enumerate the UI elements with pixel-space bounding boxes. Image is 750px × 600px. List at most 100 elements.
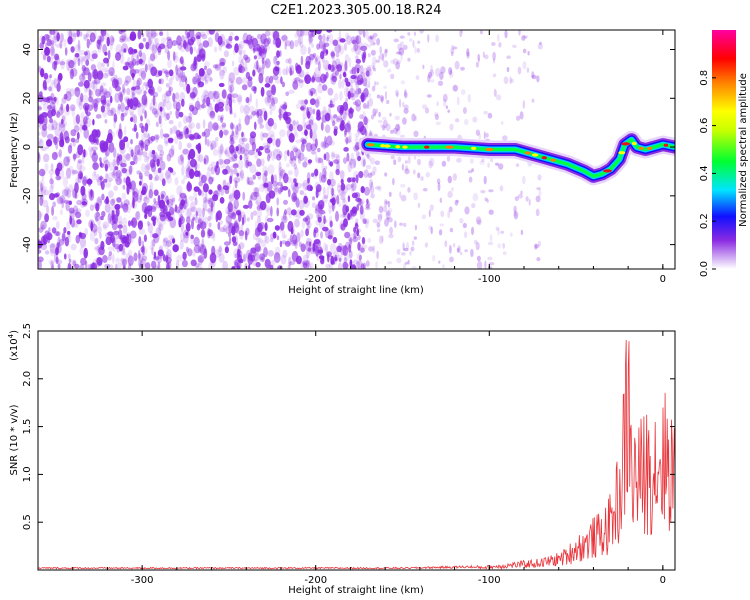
noise-blob bbox=[106, 102, 111, 112]
noise-blob bbox=[322, 140, 327, 150]
noise-blob bbox=[115, 44, 123, 55]
noise-blob-sparse bbox=[439, 197, 442, 203]
noise-blob bbox=[50, 180, 55, 189]
noise-blob bbox=[302, 30, 310, 36]
noise-blob bbox=[122, 203, 129, 213]
noise-blob bbox=[43, 153, 50, 163]
noise-blob bbox=[180, 154, 184, 162]
noise-blob bbox=[193, 76, 198, 85]
noise-blob bbox=[350, 92, 355, 98]
noise-blob bbox=[88, 89, 92, 98]
noise-blob bbox=[359, 200, 364, 207]
noise-blob bbox=[140, 253, 144, 263]
noise-blob bbox=[193, 132, 198, 140]
noise-blob bbox=[344, 130, 347, 138]
noise-blob-sparse bbox=[393, 159, 397, 166]
noise-blob bbox=[194, 197, 198, 206]
noise-blob bbox=[83, 34, 88, 42]
noise-blob bbox=[294, 32, 299, 39]
noise-blob bbox=[307, 177, 310, 184]
noise-blob-sparse bbox=[487, 241, 494, 246]
noise-blob-sparse bbox=[521, 35, 526, 41]
noise-blob bbox=[322, 106, 327, 116]
noise-blob-sparse bbox=[404, 89, 407, 98]
noise-blob bbox=[174, 92, 180, 100]
noise-blob bbox=[68, 200, 73, 206]
noise-blob bbox=[248, 264, 251, 269]
noise-blob bbox=[190, 259, 197, 267]
noise-blob bbox=[40, 224, 45, 230]
noise-blob bbox=[233, 205, 237, 216]
noise-blob bbox=[214, 64, 222, 71]
noise-blob bbox=[112, 132, 116, 138]
noise-blob bbox=[56, 196, 64, 205]
noise-blob-sparse bbox=[428, 160, 433, 169]
noise-blob bbox=[183, 115, 188, 124]
noise-blob bbox=[339, 219, 344, 227]
noise-blob bbox=[202, 207, 205, 218]
noise-blob bbox=[329, 100, 333, 108]
noise-blob bbox=[207, 167, 211, 172]
noise-blob bbox=[243, 54, 249, 61]
noise-blob bbox=[315, 156, 321, 164]
noise-blob bbox=[272, 180, 278, 187]
noise-blob bbox=[162, 204, 168, 215]
noise-blob bbox=[229, 104, 233, 115]
noise-blob-sparse bbox=[526, 67, 530, 73]
noise-blob bbox=[219, 69, 225, 80]
noise-blob-sparse bbox=[414, 115, 417, 122]
noise-blob bbox=[273, 252, 281, 264]
noise-blob bbox=[51, 227, 57, 234]
ridge-hotspot bbox=[470, 146, 477, 150]
noise-blob bbox=[306, 124, 312, 130]
noise-blob-sparse bbox=[378, 205, 384, 213]
noise-blob bbox=[187, 112, 193, 120]
noise-blob-sparse bbox=[401, 163, 404, 171]
noise-blob bbox=[332, 114, 339, 125]
noise-blob bbox=[143, 99, 148, 108]
noise-blob-sparse bbox=[374, 160, 380, 166]
noise-blob-sparse bbox=[385, 200, 389, 205]
noise-blob-sparse bbox=[536, 187, 541, 191]
noise-blob-sparse bbox=[448, 70, 454, 79]
noise-blob bbox=[242, 214, 247, 224]
noise-blob bbox=[363, 116, 368, 126]
noise-blob bbox=[256, 237, 263, 244]
noise-blob bbox=[212, 233, 216, 242]
noise-blob-sparse bbox=[403, 104, 409, 110]
noise-blob bbox=[249, 131, 257, 139]
spectrogram-y-tick-label: 0 bbox=[22, 144, 33, 150]
noise-blob bbox=[153, 256, 160, 261]
noise-blob bbox=[45, 49, 49, 58]
noise-blob-sparse bbox=[479, 30, 483, 35]
noise-blob bbox=[229, 31, 234, 37]
noise-blob bbox=[273, 55, 278, 65]
noise-blob bbox=[227, 221, 232, 229]
noise-blob bbox=[120, 257, 124, 267]
noise-blob bbox=[356, 228, 360, 237]
noise-blob bbox=[158, 223, 164, 231]
noise-blob bbox=[131, 86, 136, 91]
noise-blob-sparse bbox=[375, 108, 378, 114]
noise-blob bbox=[315, 116, 322, 121]
noise-blob bbox=[145, 262, 151, 269]
noise-blob bbox=[227, 77, 234, 88]
noise-blob bbox=[150, 30, 157, 39]
noise-blob bbox=[259, 204, 264, 212]
noise-blob bbox=[104, 70, 112, 77]
noise-blob bbox=[190, 234, 194, 240]
noise-blob bbox=[86, 178, 93, 185]
noise-blob-sparse bbox=[517, 66, 522, 75]
noise-blob bbox=[41, 128, 48, 138]
noise-blob bbox=[248, 105, 255, 113]
noise-blob bbox=[221, 122, 227, 128]
noise-blob bbox=[52, 136, 59, 144]
noise-blob bbox=[292, 195, 298, 201]
noise-blob bbox=[197, 243, 204, 253]
noise-blob bbox=[152, 42, 155, 52]
noise-blob bbox=[331, 152, 335, 158]
noise-blob bbox=[343, 109, 347, 121]
noise-blob bbox=[267, 130, 275, 138]
noise-blob bbox=[178, 140, 182, 151]
noise-blob bbox=[163, 112, 168, 117]
